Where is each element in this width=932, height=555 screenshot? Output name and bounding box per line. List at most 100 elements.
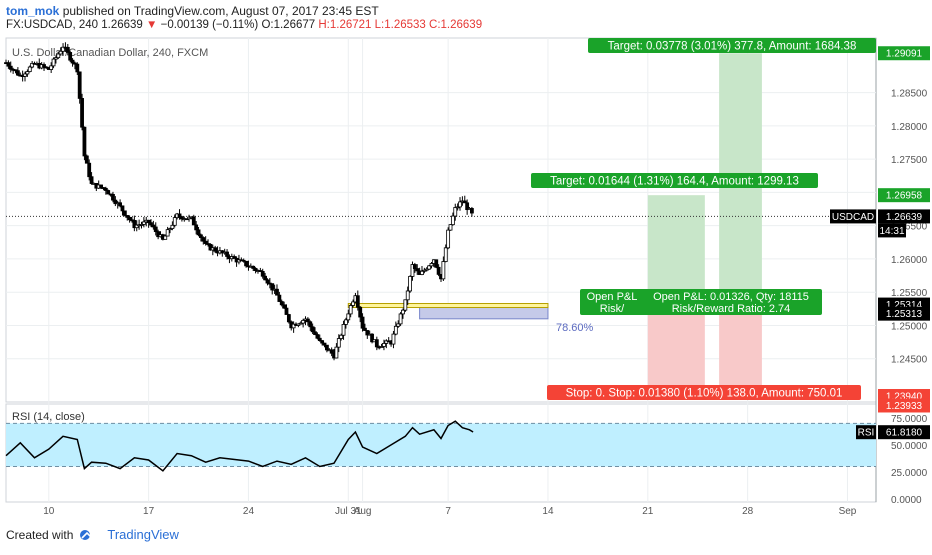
fib-level-label: 78.60% <box>556 322 594 334</box>
candle-body <box>27 66 32 72</box>
candle-body <box>448 224 453 231</box>
price-marker: 1.26958 <box>886 191 923 202</box>
candle-body <box>453 207 458 217</box>
candle-body <box>253 268 258 271</box>
position-2-stop-zone <box>719 304 762 397</box>
rsi-tick-label: 75.0000 <box>891 414 928 425</box>
candle-body <box>165 229 170 237</box>
candle-body <box>122 210 127 216</box>
candle-body <box>415 268 420 272</box>
open-label-1-line-1: Open P&L <box>587 291 638 303</box>
tradingview-brand[interactable]: TradingView <box>107 527 179 542</box>
candle-body <box>6 62 11 67</box>
candle-body <box>194 224 199 231</box>
open-label-2-line-1: Open P&L: 0.01326, Qty: 18115 <box>653 291 809 303</box>
candle-body <box>443 247 448 262</box>
candle-body <box>401 309 405 315</box>
rsi-tick-label: 25.0000 <box>891 468 928 479</box>
candle-body <box>25 71 30 75</box>
position-1-target-zone <box>647 195 705 305</box>
candle-body <box>75 63 80 73</box>
candle-body <box>436 266 441 275</box>
countdown-label: 14:31 <box>879 226 904 237</box>
candle-body <box>201 237 206 242</box>
price-marker: 1.23940 <box>886 392 923 403</box>
x-tick-label: 17 <box>143 506 155 517</box>
y-tick-label: 1.25000 <box>891 321 928 332</box>
candle-body <box>286 314 291 323</box>
down-arrow-icon: ▼ <box>146 19 158 31</box>
candle-body <box>275 288 279 296</box>
candle-body <box>363 327 367 331</box>
candle-body <box>344 319 348 325</box>
candle-body <box>99 184 103 188</box>
candle-body <box>141 221 146 225</box>
candle-body <box>379 346 384 348</box>
y-tick-label: 1.26500 <box>891 222 928 233</box>
candle-body <box>15 70 20 76</box>
candle-body <box>313 331 317 335</box>
publish-info: published on TradingView.com, August 07,… <box>62 4 379 18</box>
candle-body <box>265 279 270 284</box>
candle-body <box>336 338 341 348</box>
candle-body <box>365 330 370 336</box>
candle-body <box>403 299 408 311</box>
y-tick-label: 1.27500 <box>891 155 928 166</box>
candle-body <box>244 260 248 267</box>
candle-body <box>455 206 460 209</box>
publish-line: tom_mok published on TradingView.com, Au… <box>6 4 379 18</box>
candle-body <box>382 343 386 347</box>
candle-body <box>305 318 310 323</box>
candles-group <box>4 42 474 361</box>
candle-body <box>386 340 391 343</box>
candle-body <box>58 50 63 55</box>
candle-body <box>199 234 203 238</box>
candle-body <box>168 228 172 231</box>
candle-body <box>170 224 175 229</box>
candle-body <box>408 275 412 292</box>
x-tick-label: 10 <box>43 506 55 517</box>
candle-body <box>391 333 396 345</box>
candle-body <box>125 215 130 218</box>
candle-body <box>103 187 108 191</box>
candle-body <box>325 344 329 351</box>
x-tick-label: 21 <box>642 506 654 517</box>
x-tick-label: Aug <box>354 506 372 517</box>
open-label-1-bg <box>580 289 644 315</box>
candle-body <box>398 313 403 325</box>
candle-body <box>111 193 115 201</box>
highlight-band <box>347 303 549 309</box>
x-tick-label: 24 <box>243 506 255 517</box>
candle-body <box>308 321 313 328</box>
target-label-2-bg <box>588 38 876 53</box>
author-name[interactable]: tom_mok <box>6 4 60 18</box>
candle-body <box>172 217 177 226</box>
candle-body <box>153 226 158 233</box>
candle-body <box>177 213 182 218</box>
y-tick-label: 1.24500 <box>891 355 928 366</box>
candle-body <box>396 323 401 327</box>
candle-body <box>120 205 125 212</box>
x-tick-label: 7 <box>445 506 451 517</box>
x-tick-label: Jul 31 <box>335 506 362 517</box>
last-price-marker-bg <box>878 209 930 224</box>
candle-body <box>270 283 275 291</box>
y-tick-label: 1.28000 <box>891 122 928 133</box>
candle-body <box>322 342 327 346</box>
candle-body <box>450 215 455 226</box>
price-marker: 1.23933 <box>886 401 923 412</box>
candle-body <box>196 229 201 236</box>
candle-body <box>139 224 144 226</box>
x-tick-label: 14 <box>542 506 554 517</box>
candle-body <box>284 307 289 315</box>
candle-body <box>82 126 87 157</box>
candle-body <box>329 349 334 354</box>
candle-body <box>49 65 54 70</box>
candle-body <box>80 98 84 128</box>
candle-body <box>370 333 374 343</box>
candle-body <box>118 202 122 207</box>
candle-body <box>277 294 282 302</box>
y-tick-label: 1.28500 <box>891 89 928 100</box>
